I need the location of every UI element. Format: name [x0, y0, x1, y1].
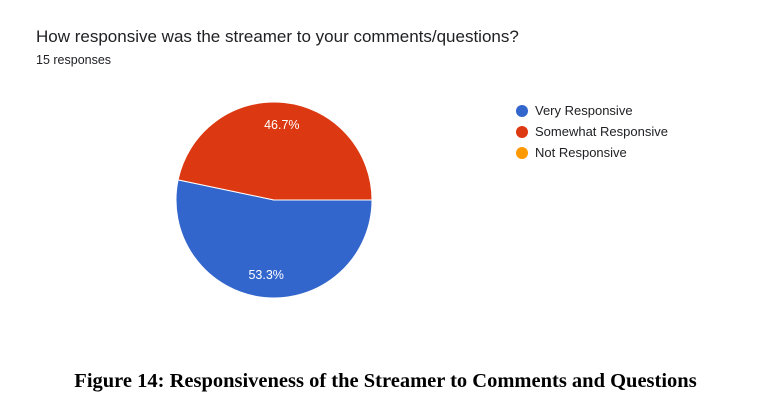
legend-label-somewhat-responsive: Somewhat Responsive — [535, 124, 668, 139]
legend-swatch-somewhat-responsive — [516, 125, 528, 138]
legend-label-not-responsive: Not Responsive — [535, 145, 627, 160]
figure-caption: Figure 14: Responsiveness of the Streame… — [74, 370, 697, 392]
pie-chart: 53.3% 46.7% — [175, 101, 373, 299]
pie-slice-very-responsive[interactable] — [175, 179, 373, 299]
legend-label-very-responsive: Very Responsive — [535, 103, 633, 118]
legend-item-not-responsive[interactable]: Not Responsive — [516, 142, 668, 163]
legend-item-somewhat-responsive[interactable]: Somewhat Responsive — [516, 121, 668, 142]
chart-legend: Very Responsive Somewhat Responsive Not … — [516, 100, 668, 163]
legend-swatch-very-responsive — [516, 104, 528, 117]
data-label-very-responsive: 53.3% — [248, 268, 283, 282]
legend-item-very-responsive[interactable]: Very Responsive — [516, 100, 668, 121]
pie-slice-somewhat-responsive[interactable] — [177, 101, 373, 201]
response-count: 15 responses — [36, 53, 112, 67]
data-label-somewhat-responsive: 46.7% — [264, 118, 299, 132]
legend-swatch-not-responsive — [516, 146, 528, 159]
chart-title: How responsive was the streamer to your … — [36, 27, 519, 46]
